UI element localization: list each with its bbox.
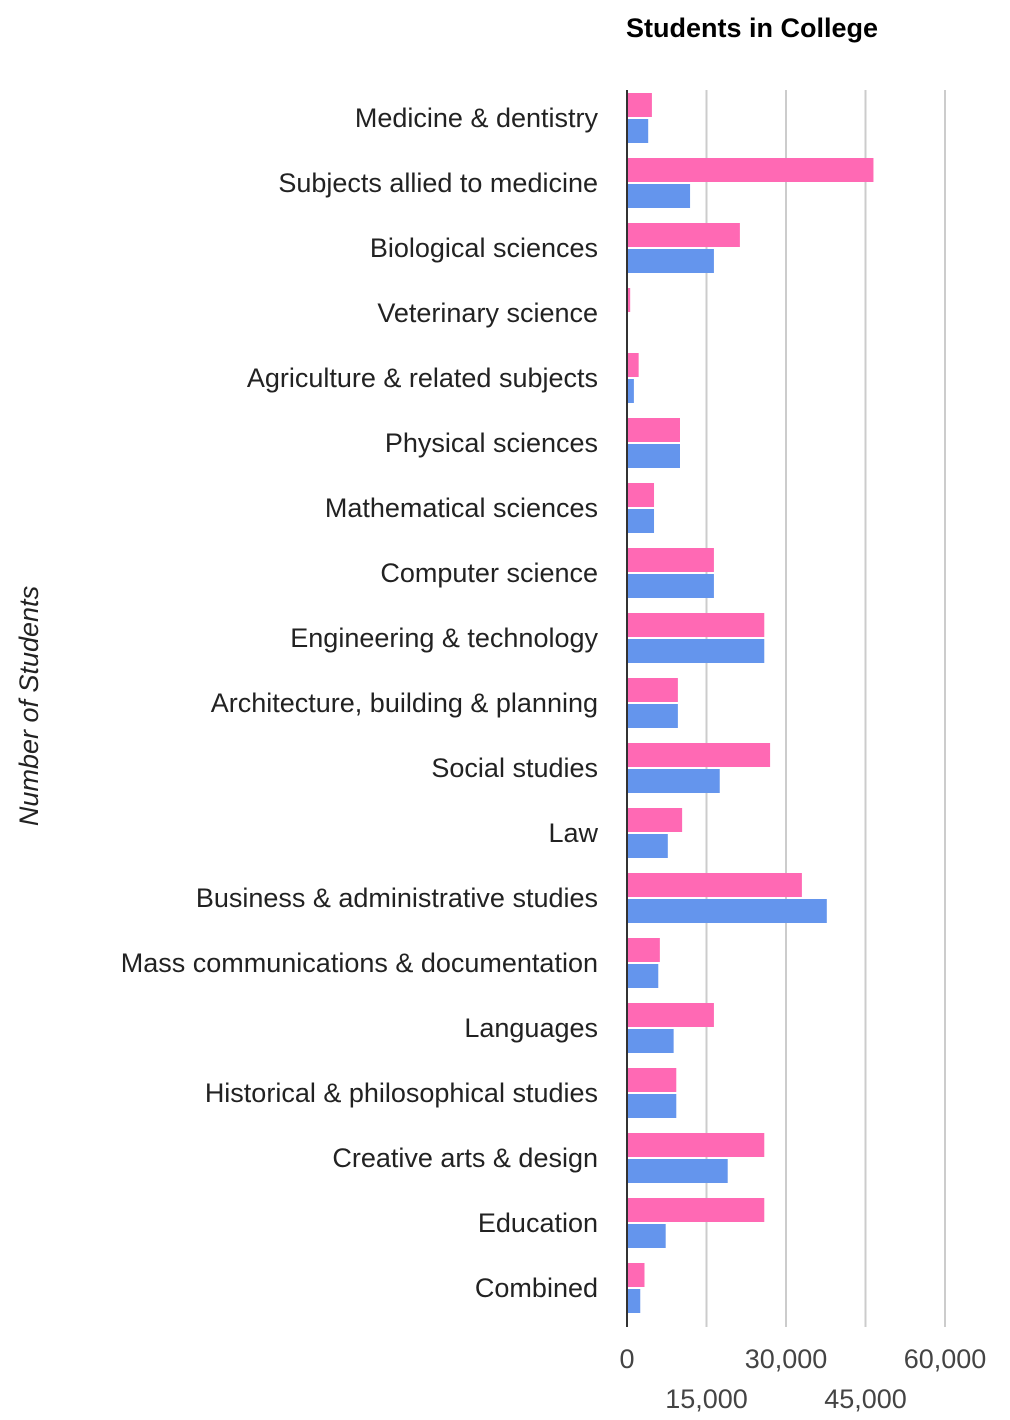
x-tick-label: 45,000: [824, 1384, 907, 1414]
bar: [627, 1159, 728, 1183]
bar: [627, 834, 668, 858]
y-axis-label: Number of Students: [14, 586, 44, 826]
category-label: Business & administrative studies: [196, 883, 598, 913]
bar: [627, 1263, 645, 1287]
bar: [627, 548, 714, 572]
x-tick-label: 30,000: [745, 1344, 828, 1374]
bar: [627, 873, 802, 897]
bar: [627, 93, 652, 117]
category-label: Mass communications & documentation: [121, 948, 598, 978]
bar: [627, 1029, 674, 1053]
bar: [627, 639, 765, 663]
category-label: Medicine & dentistry: [355, 103, 599, 133]
bar: [627, 678, 678, 702]
bar: [627, 704, 678, 728]
category-label: Engineering & technology: [290, 623, 598, 653]
category-labels: Medicine & dentistry Subjects allied to m…: [121, 103, 599, 1303]
bar: [627, 249, 714, 273]
bar: [627, 613, 765, 637]
bar: [627, 808, 683, 832]
bar: [627, 1289, 641, 1313]
x-tick-label: 60,000: [904, 1344, 987, 1374]
bar: [627, 353, 639, 377]
bar: [627, 1003, 714, 1027]
gridlines: [705, 90, 946, 1327]
bar: [627, 158, 874, 182]
bar: [627, 964, 659, 988]
category-label: Education: [478, 1208, 598, 1238]
bar: [627, 1133, 765, 1157]
bar: [627, 1068, 677, 1092]
bar: [627, 379, 634, 403]
category-label: Social studies: [431, 753, 598, 783]
x-tick-labels: 0 15,000 30,000 45,000 60,000: [619, 1344, 986, 1414]
bar: [627, 1224, 666, 1248]
bar: [627, 1094, 677, 1118]
bar: [627, 483, 655, 507]
category-label: Physical sciences: [385, 428, 598, 458]
bar: [627, 444, 680, 468]
bar: [627, 938, 660, 962]
category-label: Creative arts & design: [332, 1143, 598, 1173]
bar: [627, 1198, 765, 1222]
bar: [627, 418, 680, 442]
bar: [627, 574, 714, 598]
category-label: Languages: [464, 1013, 598, 1043]
bar: [627, 119, 649, 143]
bar: [627, 223, 740, 247]
bar: [627, 899, 827, 923]
category-label: Mathematical sciences: [325, 493, 598, 523]
category-label: Subjects allied to medicine: [278, 168, 598, 198]
category-label: Historical & philosophical studies: [205, 1078, 598, 1108]
bar: [627, 509, 655, 533]
x-tick-label: 15,000: [665, 1384, 748, 1414]
bar: [627, 743, 771, 767]
x-tick-label: 0: [619, 1344, 634, 1374]
bar: [627, 288, 631, 312]
category-label: Computer science: [380, 558, 598, 588]
category-label: Biological sciences: [370, 233, 598, 263]
category-label: Combined: [475, 1273, 598, 1303]
category-label: Law: [548, 818, 598, 848]
category-label: Agriculture & related subjects: [247, 363, 598, 393]
category-label: Veterinary science: [377, 298, 598, 328]
bar: [627, 769, 720, 793]
bars: [627, 93, 874, 1313]
chart-title: Students in College: [626, 13, 878, 43]
bar: [627, 184, 691, 208]
category-label: Architecture, building & planning: [211, 688, 598, 718]
